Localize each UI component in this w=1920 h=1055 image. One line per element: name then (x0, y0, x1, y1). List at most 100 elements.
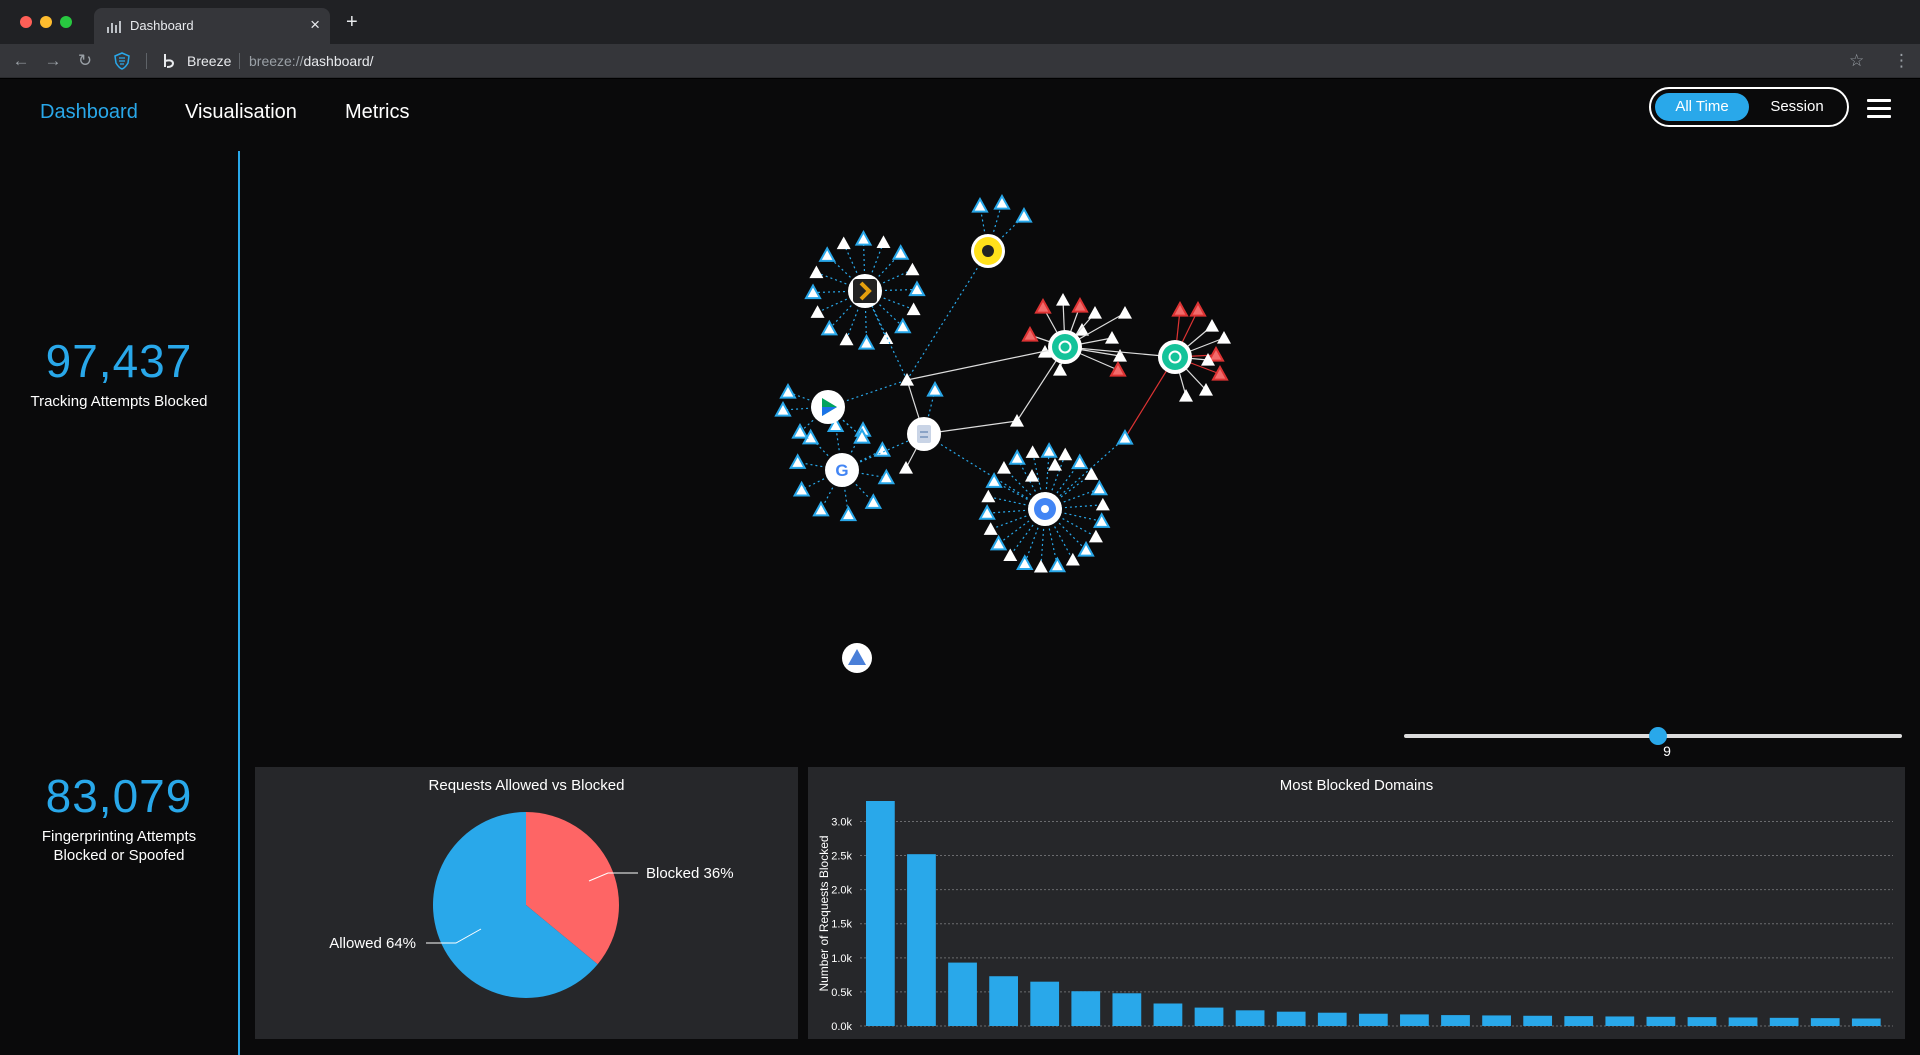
tracker-node (839, 332, 854, 346)
y-tick-label: 1.5k (831, 919, 852, 931)
graph-edge (864, 252, 902, 292)
grammarly-icon-bg (1162, 344, 1188, 370)
tracker-node (900, 373, 914, 386)
close-tab-icon[interactable]: × (310, 15, 320, 34)
bar (1482, 1015, 1511, 1026)
graph-edge (987, 202, 1003, 252)
pie-chart-title: Requests Allowed vs Blocked (428, 777, 625, 794)
bar (1235, 1010, 1265, 1026)
tracker-node (1207, 345, 1225, 362)
tracker-node (1048, 458, 1062, 471)
tracker-node (1077, 540, 1095, 557)
graph-edge (864, 290, 868, 343)
tracker-node (1058, 447, 1073, 461)
sidebar-divider (238, 151, 240, 1055)
tracker-node (1033, 559, 1048, 573)
tracker-network-graph[interactable]: G (240, 139, 1920, 759)
bar (1112, 993, 1142, 1026)
nav-metrics[interactable]: Metrics (345, 101, 410, 123)
window-close-button[interactable] (20, 16, 32, 28)
browser-tab-bar: Dashboard × + (0, 0, 1920, 44)
bar (1317, 1012, 1347, 1026)
toggle-all-time[interactable]: All Time (1655, 93, 1749, 121)
pie-slice (433, 812, 598, 998)
tracker-node (826, 416, 845, 433)
browser-tab-dashboard[interactable]: Dashboard × (94, 8, 330, 44)
app-root: Dashboard Visualisation Metrics All Time… (0, 79, 1920, 1055)
window-maximize-button[interactable] (60, 16, 72, 28)
tracker-node (908, 280, 926, 297)
tracker-node (774, 400, 792, 417)
chart-icon (107, 21, 121, 33)
tracker-node (1092, 512, 1111, 528)
pie-leader-line (426, 928, 482, 944)
tracker-node (1205, 319, 1219, 332)
tracker-node (1116, 428, 1134, 445)
tracker-node (809, 265, 824, 279)
bar (948, 962, 977, 1026)
time-range-toggle: All Time Session (1649, 87, 1849, 127)
graph-edge (862, 239, 866, 292)
tracker-node (1088, 306, 1102, 319)
bar (1810, 1018, 1840, 1026)
window-minimize-button[interactable] (40, 16, 52, 28)
tracker-node (1199, 383, 1213, 396)
bookmark-star-icon[interactable]: ☆ (1849, 51, 1865, 70)
tracker-node (1003, 548, 1018, 562)
new-tab-button[interactable]: + (346, 11, 358, 33)
graph-edge (864, 242, 885, 292)
tracker-node (1217, 331, 1231, 344)
tracker-node (1025, 445, 1040, 458)
bar (1071, 991, 1101, 1026)
tracker-node (1084, 467, 1099, 480)
forward-arrow-icon[interactable]: → (44, 51, 62, 70)
graph-edge (843, 243, 866, 292)
slider-thumb[interactable] (1648, 727, 1667, 745)
breeze-logo-icon (164, 54, 175, 68)
nav-dashboard[interactable]: Dashboard (40, 101, 138, 123)
tracker-node (983, 522, 998, 535)
reload-icon[interactable]: ↻ (77, 51, 93, 70)
tracking-blocked-count: 97,437 (45, 335, 193, 387)
tracker-node (1118, 306, 1132, 319)
graph-edge (813, 290, 866, 294)
toggle-session[interactable]: Session (1770, 98, 1824, 115)
tracker-node (906, 302, 921, 316)
bar (907, 854, 936, 1026)
tab-title: Dashboard (130, 18, 194, 33)
bar (1194, 1007, 1224, 1026)
browser-toolbar: ← → ↻ Breeze breeze://dashboard/ ☆ ⋮ (0, 44, 1920, 78)
tracker-node (1016, 554, 1034, 570)
tracker-node (1171, 300, 1189, 317)
tracking-blocked-label: Tracking Attempts Blocked (30, 393, 208, 410)
nav-visualisation[interactable]: Visualisation (185, 101, 297, 123)
pie-label: Allowed 64% (329, 935, 416, 952)
tracker-node (839, 505, 858, 522)
browser-menu-icon[interactable]: ⋮ (1893, 51, 1910, 70)
hamburger-menu-icon[interactable] (1867, 99, 1891, 119)
fingerprint-blocked-label-2: Blocked or Spoofed (53, 847, 185, 864)
graph-edge (864, 290, 914, 311)
tracker-node (971, 196, 989, 213)
tracker-node (857, 333, 876, 350)
plex-icon-mark (859, 281, 872, 301)
grammarly-icon-mark (1168, 350, 1182, 364)
google-play-icon-mark2 (822, 407, 837, 416)
tracker-node (1010, 414, 1024, 427)
breeze-shield-icon[interactable] (114, 52, 130, 70)
address-bar[interactable]: breeze://dashboard/ (249, 53, 374, 69)
tracker-node (1189, 300, 1207, 317)
bar (1564, 1016, 1594, 1026)
y-axis-label: Number of Requests Blocked (817, 835, 831, 991)
tracker-node (1179, 389, 1193, 402)
bar (1646, 1016, 1676, 1026)
back-arrow-icon[interactable]: ← (12, 51, 30, 70)
bar (1687, 1017, 1717, 1026)
tracker-node (1048, 556, 1067, 573)
tracker-node (791, 422, 809, 439)
url-path: dashboard/ (303, 53, 374, 69)
tracker-node (1056, 293, 1070, 306)
tracker-node (989, 534, 1008, 551)
tracker-node (792, 480, 811, 497)
grammarly-icon-mark (1058, 340, 1072, 354)
